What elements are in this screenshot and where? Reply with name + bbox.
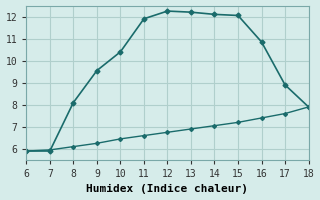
X-axis label: Humidex (Indice chaleur): Humidex (Indice chaleur) [86,184,248,194]
